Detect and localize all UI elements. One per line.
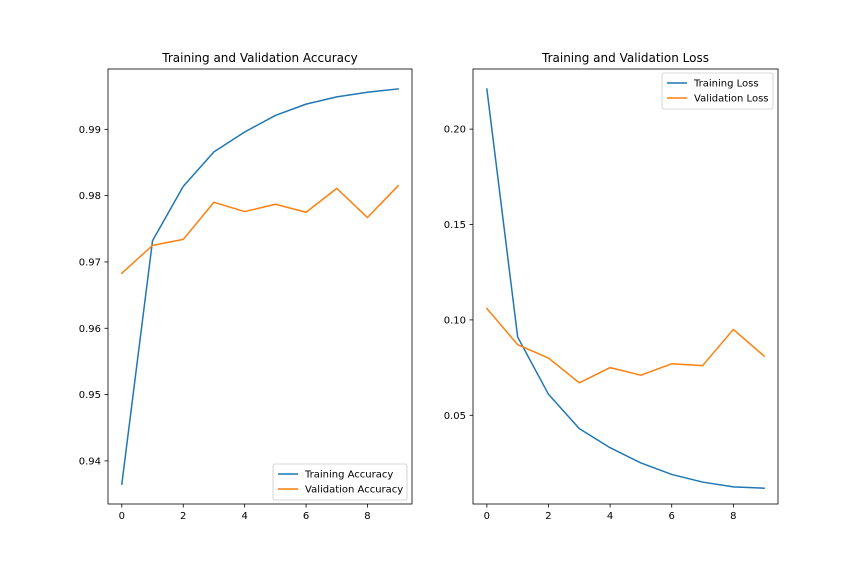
legend-label-validation: Validation Loss bbox=[694, 94, 769, 105]
series-line-training bbox=[486, 88, 765, 489]
y-tick-label: 0.96 bbox=[79, 324, 101, 335]
chart-title: Training and Validation Accuracy bbox=[161, 51, 357, 65]
y-tick-label: 0.95 bbox=[79, 390, 101, 401]
y-tick-label: 0.15 bbox=[444, 220, 466, 231]
x-tick-label: 6 bbox=[303, 511, 309, 522]
axes-frame bbox=[472, 68, 779, 505]
x-tick-label: 6 bbox=[669, 511, 675, 522]
legend-box bbox=[661, 72, 774, 110]
chart-title: Training and Validation Loss bbox=[541, 51, 709, 65]
x-tick-label: 0 bbox=[119, 511, 125, 522]
series-line-training bbox=[120, 88, 400, 485]
legend-label-training: Training Loss bbox=[693, 79, 759, 90]
accuracy-chart: Training and Validation Accuracy 0 2 4 6 8 0.9… bbox=[79, 51, 413, 522]
series-line-validation bbox=[120, 184, 400, 275]
x-tick-label: 2 bbox=[545, 511, 551, 522]
legend-label-validation: Validation Accuracy bbox=[305, 485, 403, 496]
y-tick-label: 0.97 bbox=[79, 257, 101, 268]
y-tick-label: 0.98 bbox=[79, 191, 101, 202]
x-tick-label: 8 bbox=[730, 511, 736, 522]
legend-label-training: Training Accuracy bbox=[304, 470, 393, 481]
y-tick-label: 0.94 bbox=[79, 456, 101, 467]
x-tick-label: 4 bbox=[241, 511, 247, 522]
axes-frame bbox=[107, 68, 413, 505]
x-tick-label: 8 bbox=[364, 511, 370, 522]
y-tick-label: 0.20 bbox=[444, 125, 466, 136]
y-tick-label: 0.99 bbox=[79, 125, 101, 136]
y-tick-label: 0.10 bbox=[444, 315, 466, 326]
legend-box bbox=[272, 463, 408, 501]
x-tick-label: 0 bbox=[484, 511, 490, 522]
loss-chart: Training and Validation Loss 0 2 4 6 8 0.05 0.1… bbox=[444, 51, 779, 522]
x-tick-label: 2 bbox=[180, 511, 186, 522]
y-tick-label: 0.05 bbox=[444, 411, 466, 422]
x-tick-label: 4 bbox=[607, 511, 613, 522]
series-line-validation bbox=[485, 307, 766, 384]
